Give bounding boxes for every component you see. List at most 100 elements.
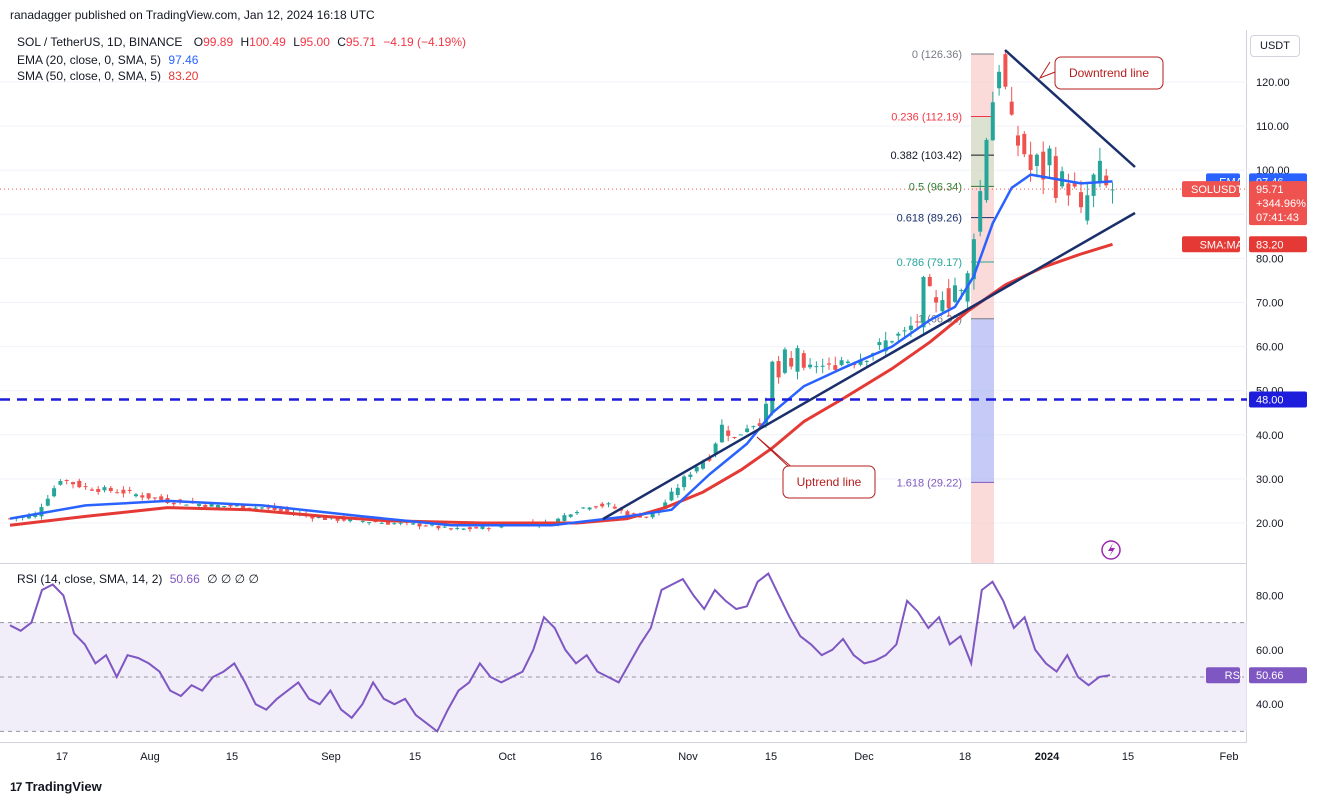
candle-body — [266, 507, 271, 509]
candle-body — [1097, 160, 1102, 182]
candle-body — [908, 325, 913, 330]
price-axis[interactable]: 120.00110.00100.0090.0080.0070.0060.0050… — [0, 77, 1290, 530]
candle-body — [719, 424, 724, 443]
candle-body — [701, 462, 705, 469]
candle-body — [58, 481, 63, 485]
time-axis[interactable]: 17 Aug 15 Sep 15 Oct 16 Nov 15 Dec 18 2024 15 Feb — [56, 751, 1239, 763]
symbol-name[interactable]: SOL / TetherUS, 1D, BINANCE — [17, 35, 183, 49]
price-tick-label: 30.00 — [1256, 474, 1284, 486]
tradingview-footer[interactable]: 17 TradingView — [10, 779, 102, 794]
downtrend-callout[interactable] — [1054, 56, 1164, 90]
candle-body — [442, 526, 447, 528]
time-tick-label: Sep — [321, 751, 341, 763]
uptrend-line[interactable] — [602, 211, 1136, 521]
candle-body — [423, 525, 428, 527]
candle-body — [134, 494, 138, 497]
fib-level-label: 0 (126.36) — [912, 49, 962, 61]
candle-body — [612, 506, 617, 509]
candle-body — [978, 191, 983, 232]
candle-body — [467, 527, 472, 530]
candle-body — [1034, 154, 1039, 166]
candle-body — [436, 525, 441, 529]
candle-body — [959, 289, 964, 291]
time-tick-label: 15 — [765, 751, 777, 763]
candle-body — [795, 348, 800, 372]
candle-body — [845, 361, 850, 363]
candle-body — [782, 349, 787, 373]
time-tick-label: Aug — [140, 751, 160, 763]
symbol-price-tag-box — [1249, 181, 1307, 226]
candle-body — [1016, 135, 1020, 146]
candle-body — [1009, 101, 1014, 115]
fib-zone-mid — [971, 116, 994, 187]
fib-level-label: 0.786 (79.17) — [897, 257, 962, 269]
candle-body — [732, 436, 737, 438]
candle-body — [1085, 195, 1090, 221]
uptrend-callout[interactable] — [782, 465, 876, 499]
high-value: 100.49 — [249, 35, 286, 49]
candle-body — [587, 507, 592, 510]
candle-body — [738, 434, 743, 436]
candle-body — [1104, 175, 1109, 186]
candle-body — [839, 360, 844, 365]
candle-body — [1028, 154, 1033, 170]
candle-body — [335, 518, 340, 521]
fib-level-label: 0.5 (96.34) — [909, 181, 962, 193]
fibonacci-retracement[interactable]: 0 (126.36) 0.236 (112.19) 0.382 (103.42) 0.… — [890, 49, 994, 563]
support-price-tag-box — [1249, 391, 1307, 408]
candle-body — [71, 482, 75, 485]
candle-body — [789, 358, 794, 367]
rsi-tick-label: 40.00 — [1256, 699, 1284, 711]
ema-20-line — [9, 173, 1113, 527]
currency-selector[interactable]: USDT — [1250, 35, 1300, 57]
downtrend-callout-pointer — [1038, 61, 1056, 80]
candle-body — [984, 139, 989, 201]
candle-body — [593, 506, 598, 508]
symbol-price-tag-value: 95.71 — [1256, 184, 1284, 196]
candle-body — [682, 476, 687, 488]
candle-body — [820, 365, 825, 367]
rsi-price-tag-value: 50.66 — [1256, 670, 1284, 682]
symbol-price-tag-label: SOLUSDT — [1191, 184, 1243, 196]
candle-body — [644, 516, 649, 518]
ema-legend[interactable]: EMA (20, close, 0, SMA, 5) 97.46 — [17, 53, 198, 67]
fib-zone-lower — [971, 482, 994, 563]
candle-body — [234, 505, 239, 507]
candle-body — [864, 360, 869, 362]
candle-body — [556, 518, 561, 524]
candle-body — [631, 513, 636, 515]
rsi-legend[interactable]: RSI (14, close, SMA, 14, 2) 50.66 ∅ ∅ ∅ … — [17, 572, 259, 586]
candle-body — [625, 511, 630, 517]
candle-body — [934, 297, 939, 303]
rsi-price-tag-label: RSI — [1225, 670, 1243, 682]
candle-body — [197, 504, 201, 506]
time-tick-label: Oct — [498, 751, 515, 763]
candle-body — [39, 507, 44, 517]
candle-body — [971, 239, 976, 280]
candle-body — [827, 363, 831, 365]
sma-legend[interactable]: SMA (50, close, 0, SMA, 5) 83.20 — [17, 69, 198, 83]
candle-body — [946, 288, 951, 309]
downtrend-line[interactable] — [1004, 49, 1136, 168]
alert-icon[interactable] — [1101, 540, 1121, 560]
price-tick-label: 60.00 — [1256, 342, 1284, 354]
candle-body — [121, 489, 126, 494]
fib-level-label: 0.382 (103.42) — [890, 150, 962, 162]
rsi-tick-label: 60.00 — [1256, 645, 1284, 657]
price-tick-label: 120.00 — [1256, 77, 1290, 89]
candle-body — [562, 515, 567, 521]
candle-body — [89, 489, 94, 491]
rsi-pane: 80.00 60.00 40.00 — [0, 572, 1284, 733]
candle-body — [801, 353, 806, 368]
candle-body — [663, 502, 668, 509]
price-tick-label: 40.00 — [1256, 430, 1284, 442]
candle-body — [1060, 171, 1065, 187]
time-tick-label: 18 — [959, 751, 971, 763]
candle-body — [83, 486, 88, 488]
rsi-band — [0, 622, 1247, 732]
candle-body — [896, 333, 901, 336]
time-tick-label: Feb — [1220, 751, 1239, 763]
candle-body — [417, 523, 422, 527]
fib-level-label: 0.236 (112.19) — [891, 111, 962, 123]
